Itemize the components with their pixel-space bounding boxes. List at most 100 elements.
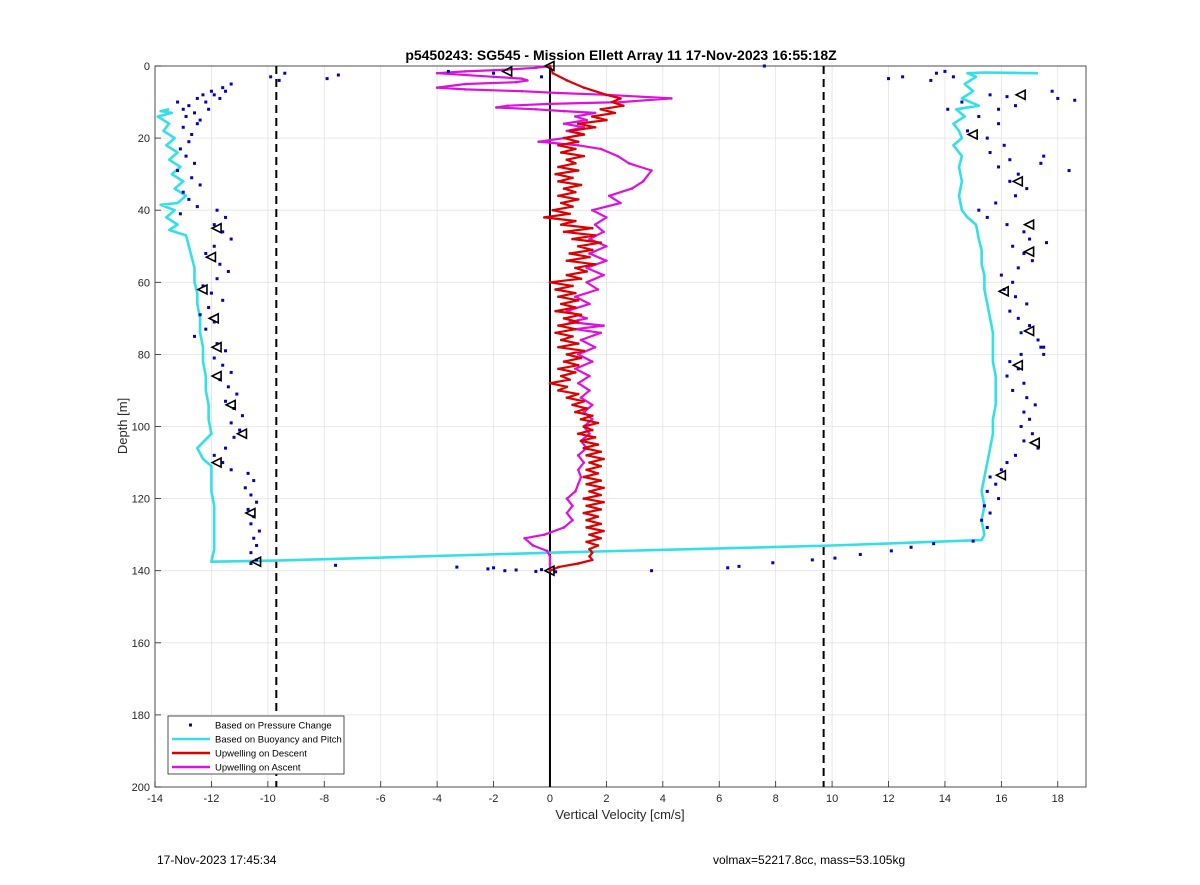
- series-point-descent: [582, 133, 586, 136]
- pressure-point: [994, 201, 998, 205]
- turn-marker: [249, 555, 262, 568]
- series-point-descent: [590, 551, 594, 554]
- turn-marker: [994, 469, 1007, 481]
- series-point-ascent: [534, 66, 538, 70]
- pressure-point: [212, 453, 216, 457]
- series-point-ascent: [464, 82, 467, 86]
- series-point-descent: [585, 270, 588, 273]
- series-point-descent: [582, 475, 586, 479]
- pressure-point: [1030, 432, 1034, 436]
- series-point-descent: [574, 162, 577, 165]
- pressure-point: [737, 564, 741, 568]
- series-point-ascent: [557, 91, 560, 95]
- pressure-point: [1022, 439, 1026, 443]
- series-point-ascent: [590, 208, 594, 212]
- series-point-descent: [582, 511, 586, 515]
- series-point-ascent: [593, 345, 597, 349]
- series-point-ascent: [435, 86, 439, 89]
- pressure-point: [224, 399, 228, 403]
- series-point-ascent: [574, 490, 577, 493]
- pressure-point: [201, 284, 205, 288]
- pressure-point: [224, 446, 228, 450]
- x-tick-label: -2: [489, 793, 499, 805]
- series-point-descent: [588, 533, 591, 536]
- pressure-point: [977, 208, 981, 212]
- legend-label-buoyancy: Based on Buoyancy and Pitch: [215, 735, 342, 746]
- series-point-ascent: [588, 374, 591, 378]
- series-point-ascent: [590, 360, 594, 363]
- series-point-descent: [576, 363, 580, 367]
- pressure-point: [1013, 194, 1017, 198]
- series-point-ascent: [543, 533, 546, 536]
- pressure-point: [190, 176, 194, 180]
- turn-marker: [1014, 89, 1026, 101]
- x-tick-label: -10: [260, 793, 276, 805]
- series-point-descent: [593, 125, 597, 129]
- series-point-descent: [568, 378, 572, 381]
- pressure-point: [1019, 331, 1023, 335]
- series-point-ascent: [571, 518, 574, 522]
- pressure-point: [726, 566, 730, 570]
- series-point-descent: [574, 306, 577, 309]
- pressure-point: [283, 71, 287, 75]
- series-point-ascent: [562, 122, 566, 125]
- pressure-point: [221, 363, 225, 367]
- pressure-point: [252, 479, 256, 483]
- x-tick-label: 10: [826, 793, 838, 805]
- pressure-point: [554, 570, 558, 574]
- pressure-point: [1073, 98, 1077, 102]
- turn-marker: [1022, 245, 1035, 258]
- series-point-descent: [596, 515, 600, 518]
- series-point-descent: [548, 569, 552, 572]
- pressure-point: [198, 118, 202, 122]
- series-point-ascent: [641, 180, 645, 183]
- pressure-point: [1016, 316, 1020, 320]
- pressure-point: [195, 122, 199, 126]
- turn-marker: [244, 507, 256, 519]
- series-point-ascent: [571, 504, 574, 508]
- series-point-descent: [619, 97, 622, 100]
- series-point-descent: [588, 255, 591, 259]
- pressure-point: [909, 545, 913, 549]
- pressure-point: [1019, 425, 1023, 428]
- pressure-point: [1002, 143, 1006, 147]
- series-point-ascent: [588, 237, 591, 241]
- x-tick-label: 4: [660, 793, 666, 805]
- series-point-ascent: [565, 511, 569, 515]
- series-point-descent: [574, 219, 577, 223]
- pressure-point: [1028, 324, 1032, 328]
- series-point-descent: [576, 169, 580, 172]
- turn-marker: [235, 427, 248, 440]
- pressure-point: [277, 78, 281, 82]
- series-point-descent: [599, 450, 603, 454]
- pressure-point: [1039, 345, 1043, 349]
- series-point-descent: [562, 230, 566, 234]
- pressure-point: [771, 561, 775, 565]
- pressure-point: [204, 251, 208, 255]
- legend: Based on Pressure Change Based on Buoyanc…: [167, 715, 345, 775]
- pressure-point: [252, 536, 256, 540]
- series-point-ascent: [565, 129, 569, 133]
- series-point-descent: [590, 428, 594, 432]
- pressure-point: [1008, 360, 1012, 364]
- series-point-descent: [559, 151, 563, 154]
- pressure-point: [980, 518, 984, 522]
- y-tick-label: 60: [138, 277, 150, 289]
- pressure-point: [1028, 237, 1032, 241]
- series-point-ascent: [669, 97, 673, 100]
- pressure-point: [1022, 230, 1026, 234]
- pressure-point: [1042, 154, 1046, 158]
- pressure-point: [994, 482, 998, 486]
- pressure-point: [334, 563, 338, 567]
- series-point-descent: [559, 201, 563, 205]
- pressure-point: [997, 497, 1001, 501]
- pressure-point: [1011, 388, 1015, 392]
- series-point-descent: [585, 468, 588, 472]
- turn-marker: [500, 65, 513, 78]
- turn-marker: [210, 341, 222, 353]
- pressure-point: [195, 96, 199, 100]
- pressure-point: [221, 298, 225, 302]
- pressure-point: [212, 356, 216, 360]
- series-point-descent: [559, 338, 563, 342]
- series-point-descent: [574, 147, 577, 151]
